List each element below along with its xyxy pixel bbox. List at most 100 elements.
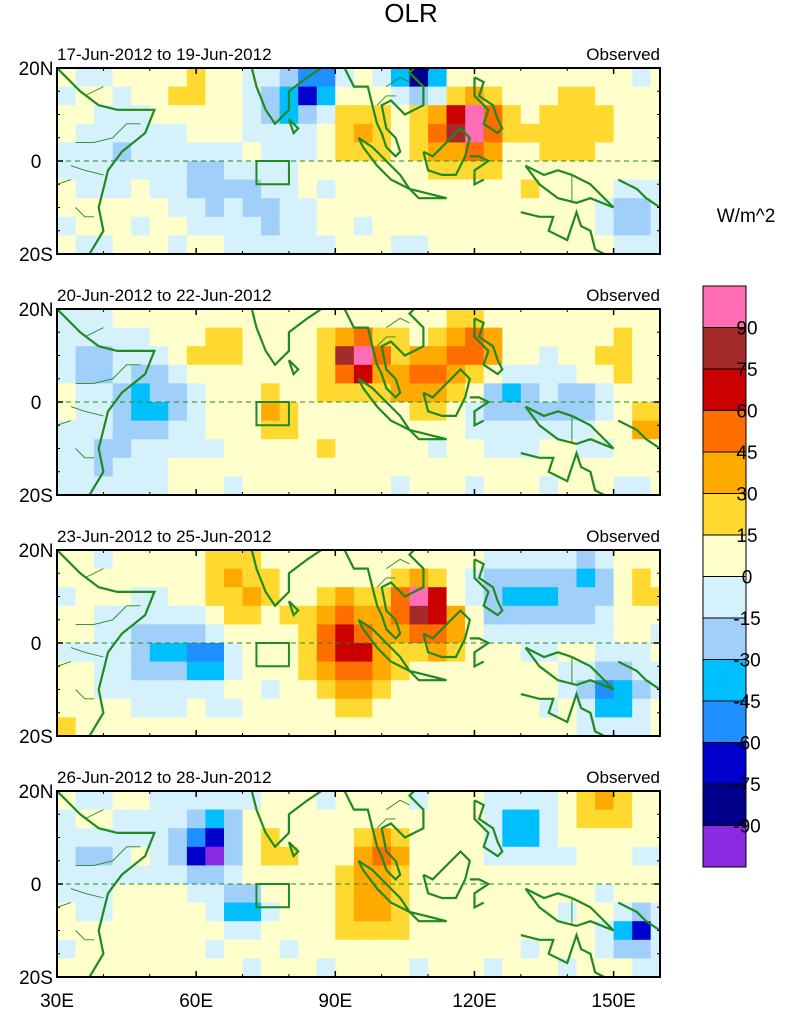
olr-cell (502, 309, 522, 329)
panel-4: 20N 0 20S 26-Jun-2012 to 28-Jun-2012 Observe… (19, 768, 661, 989)
coastline (250, 309, 323, 367)
olr-cell (242, 587, 262, 607)
olr-cell (224, 142, 244, 162)
olr-cell (650, 624, 660, 644)
olr-cell (186, 643, 207, 663)
olr-cell (446, 624, 466, 644)
olr-cell (520, 179, 540, 199)
olr-cell (613, 161, 633, 181)
olr-cell (372, 587, 392, 607)
olr-cell (539, 476, 559, 495)
olr-cell (149, 958, 169, 977)
olr-cell (186, 680, 207, 700)
olr-cell (186, 346, 207, 366)
olr-cell (650, 383, 660, 403)
olr-cell (298, 921, 318, 941)
olr-cell (261, 383, 281, 403)
olr-cell (576, 142, 596, 162)
olr-cell (168, 216, 188, 236)
olr-cell (94, 309, 114, 329)
colorbar-swatch (702, 534, 747, 577)
country-border (376, 336, 396, 347)
olr-cell (595, 846, 615, 866)
olr-cell (168, 198, 188, 218)
olr-cell (595, 661, 615, 681)
olr-cell (131, 809, 151, 829)
target-box (255, 160, 290, 186)
olr-cell (335, 939, 355, 959)
olr-cell (595, 698, 615, 718)
olr-cell (75, 476, 95, 495)
olr-cell (149, 884, 169, 904)
country-border (326, 281, 331, 300)
olr-cell (576, 624, 596, 644)
olr-cell (428, 86, 448, 106)
olr-cell (650, 809, 660, 829)
olr-cell (539, 921, 559, 941)
olr-cell (576, 309, 596, 329)
olr-cell (186, 568, 207, 588)
olr-cell (205, 68, 225, 88)
olr-cell (261, 846, 281, 866)
olr-cell (650, 828, 660, 848)
olr-cell (75, 902, 95, 922)
olr-cell (112, 902, 132, 922)
olr-cell (650, 457, 660, 477)
olr-cell (186, 179, 207, 199)
olr-cell (186, 86, 207, 106)
olr-cell (576, 809, 596, 829)
olr-cell (353, 865, 374, 885)
olr-cell (94, 605, 114, 625)
olr-cell (446, 661, 466, 681)
olr-cell (279, 383, 299, 403)
olr-cell (595, 550, 615, 570)
panel-observed-label: Observed (586, 286, 660, 305)
olr-cell (149, 476, 169, 495)
olr-cell (316, 568, 336, 588)
olr-cell (316, 550, 336, 570)
country-border (84, 809, 104, 820)
olr-cell (316, 439, 336, 459)
olr-cell (632, 865, 652, 885)
olr-cell (632, 828, 652, 848)
olr-cell (391, 587, 411, 607)
olr-cell (112, 235, 132, 254)
olr-cell (186, 921, 207, 941)
coastline (520, 931, 605, 977)
olr-cell (520, 698, 540, 718)
olr-cell (242, 346, 262, 366)
olr-cell (205, 680, 225, 700)
olr-cell (409, 643, 429, 663)
olr-cell (224, 587, 244, 607)
colorbar-swatch (702, 617, 747, 660)
olr-cell (224, 828, 244, 848)
olr-cell (298, 235, 318, 254)
olr-cell (112, 216, 132, 236)
olr-cell (409, 717, 429, 736)
olr-cell (261, 402, 281, 422)
olr-cell (131, 383, 151, 403)
olr-cell (242, 179, 262, 199)
olr-cell (576, 383, 596, 403)
olr-cell (298, 439, 318, 459)
olr-cell (632, 958, 652, 977)
olr-cell (613, 717, 633, 736)
olr-cell (483, 142, 503, 162)
olr-cell (298, 587, 318, 607)
olr-cell (186, 457, 207, 477)
panel-date-label: 26-Jun-2012 to 28-Jun-2012 (57, 768, 272, 787)
olr-cell (372, 68, 392, 88)
olr-cell (131, 68, 151, 88)
olr-cell (446, 402, 466, 422)
olr-cell (391, 809, 411, 829)
olr-cell (112, 680, 132, 700)
country-border (386, 558, 410, 569)
olr-cell (335, 476, 355, 495)
olr-cell (391, 846, 411, 866)
olr-cell (94, 439, 114, 459)
olr-cell (298, 161, 318, 181)
olr-cell (446, 717, 466, 736)
olr-cell (298, 420, 318, 440)
olr-cell (298, 327, 318, 347)
olr-cell (576, 327, 596, 347)
